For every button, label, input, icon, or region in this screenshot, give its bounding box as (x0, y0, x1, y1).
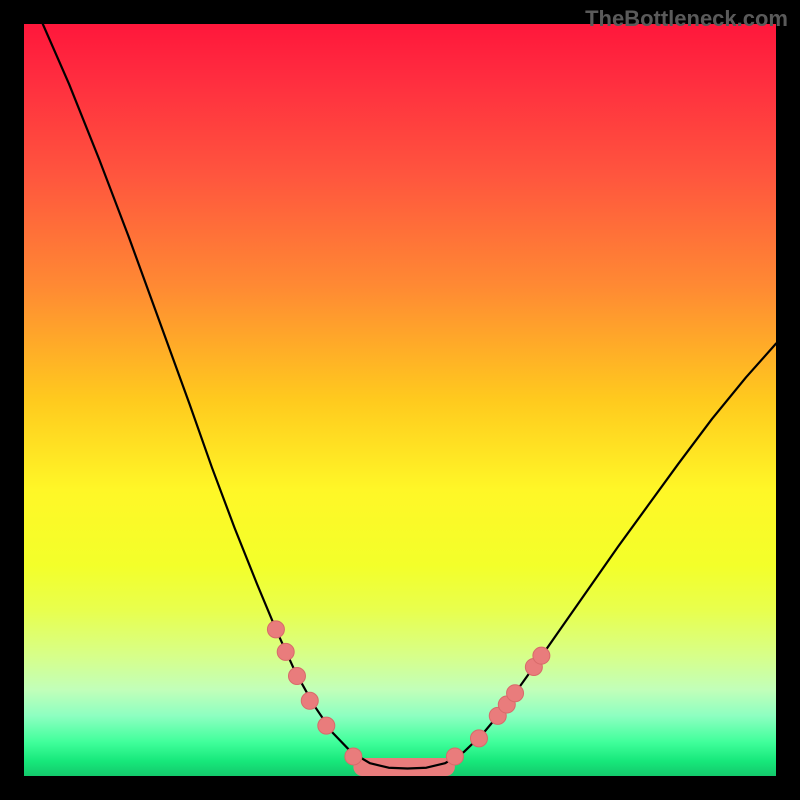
plateau-band (353, 758, 455, 776)
data-marker (470, 730, 487, 747)
data-marker (277, 643, 294, 660)
bottleneck-chart (24, 24, 776, 776)
outer-frame (0, 0, 800, 800)
watermark-text: TheBottleneck.com (585, 6, 788, 32)
data-marker (301, 692, 318, 709)
data-marker (267, 621, 284, 638)
data-marker (507, 685, 524, 702)
data-marker (288, 667, 305, 684)
data-marker (533, 647, 550, 664)
data-marker (318, 717, 335, 734)
data-marker (345, 748, 362, 765)
gradient-background (24, 24, 776, 776)
data-marker (446, 748, 463, 765)
